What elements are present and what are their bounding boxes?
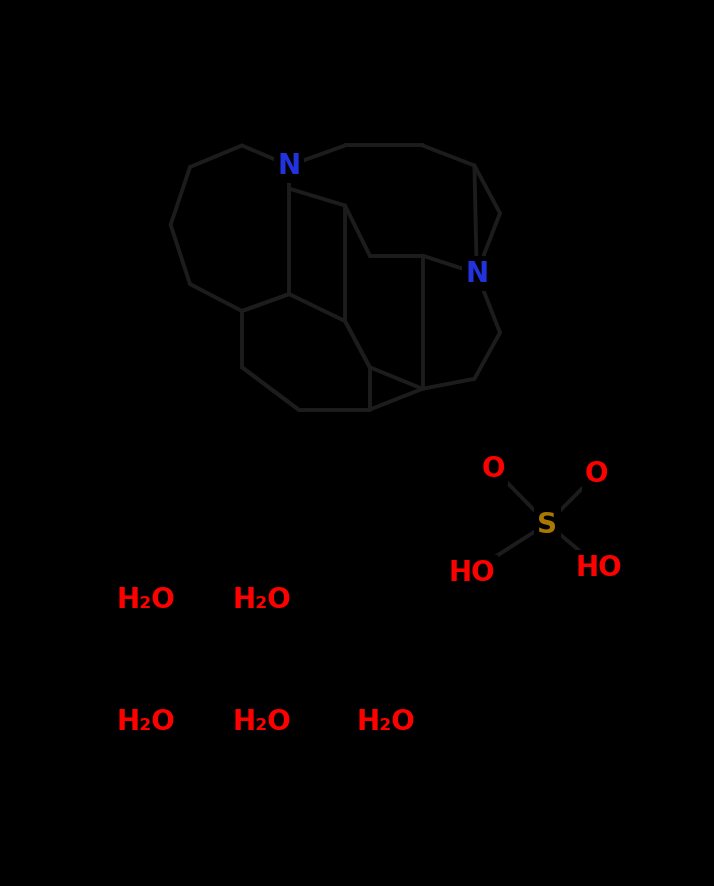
Text: O: O bbox=[585, 460, 608, 488]
Text: H₂O: H₂O bbox=[233, 708, 291, 735]
Text: HO: HO bbox=[448, 558, 495, 587]
Text: H₂O: H₂O bbox=[357, 708, 416, 735]
Text: N: N bbox=[278, 152, 301, 180]
Text: H₂O: H₂O bbox=[116, 586, 175, 613]
Text: H₂O: H₂O bbox=[233, 586, 291, 613]
Text: N: N bbox=[466, 260, 488, 288]
Text: H₂O: H₂O bbox=[116, 708, 175, 735]
Text: O: O bbox=[481, 455, 505, 483]
Text: S: S bbox=[537, 510, 557, 538]
Text: HO: HO bbox=[576, 554, 623, 582]
